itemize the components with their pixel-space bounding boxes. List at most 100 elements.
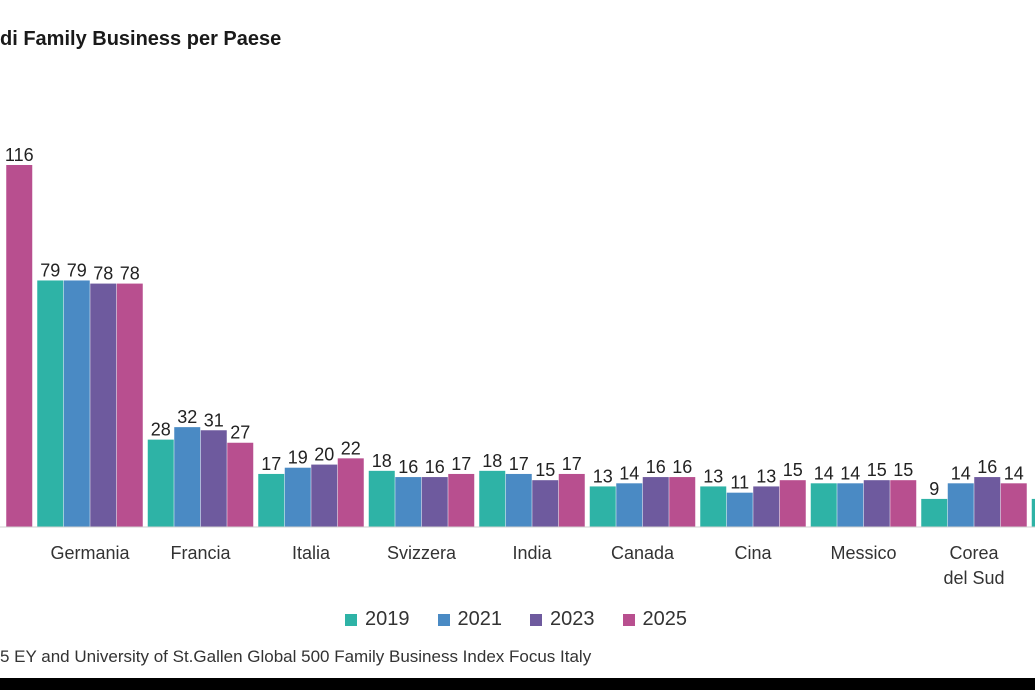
legend-label-2019: 2019 xyxy=(365,608,410,630)
data-label-2021-2: 32 xyxy=(177,407,197,427)
bar-2023-5 xyxy=(532,480,559,527)
bar-2021-5 xyxy=(505,473,532,527)
category-label-4-0: Svizzera xyxy=(387,543,457,563)
bar-2025-1 xyxy=(116,283,143,527)
bar-2025-0 xyxy=(6,165,33,527)
data-label-2019-8: 14 xyxy=(814,463,834,483)
data-label-2025-6: 16 xyxy=(672,457,692,477)
bar-2019-1 xyxy=(37,280,64,527)
bar-2019-7 xyxy=(700,486,727,527)
data-label-2025-4: 17 xyxy=(451,454,471,474)
data-label-2025-3: 22 xyxy=(341,438,361,458)
source-note: 5 EY and University of St.Gallen Global … xyxy=(0,647,592,666)
data-label-2023-3: 20 xyxy=(314,445,334,465)
category-label-8-0: Messico xyxy=(830,543,896,563)
category-label-3-0: Italia xyxy=(292,543,331,563)
data-label-2019-2: 28 xyxy=(151,420,171,440)
data-label-2023-7: 13 xyxy=(756,466,776,486)
legend-item-2021: 2021 xyxy=(437,608,503,631)
bar-2019-6 xyxy=(589,486,616,527)
bar-2019-5 xyxy=(479,470,506,527)
bar-2025-4 xyxy=(448,473,475,527)
bar-2021-8 xyxy=(837,483,864,527)
category-label-1-0: Germania xyxy=(50,543,130,563)
bar-2019-10 xyxy=(1031,498,1035,527)
bar-2023-6 xyxy=(642,477,669,527)
bar-2023-9 xyxy=(974,477,1001,527)
data-label-2021-4: 16 xyxy=(398,457,418,477)
category-label-6-0: Canada xyxy=(611,543,675,563)
legend-item-2023: 2023 xyxy=(530,608,595,631)
legend-swatch-2019 xyxy=(345,613,357,626)
bar-2023-7 xyxy=(753,486,780,527)
bar-2021-2 xyxy=(174,427,201,527)
data-label-2019-9: 9 xyxy=(929,479,939,499)
bar-2023-1 xyxy=(90,283,117,527)
bar-2021-4 xyxy=(395,477,422,527)
data-label-2025-7: 15 xyxy=(783,460,803,480)
legend-item-2019: 2019 xyxy=(345,608,410,631)
legend-swatch-2023 xyxy=(530,613,542,626)
data-label-2023-8: 15 xyxy=(867,460,887,480)
legend-label-2025: 2025 xyxy=(642,608,688,630)
bar-2021-3 xyxy=(284,467,311,527)
bar-2019-9 xyxy=(921,498,948,527)
data-label-2023-2: 31 xyxy=(204,410,224,430)
category-label-7-0: Cina xyxy=(734,543,772,563)
category-label-9-1: del Sud xyxy=(943,568,1004,588)
data-label-2025-9: 14 xyxy=(1004,463,1024,483)
bar-2025-8 xyxy=(890,480,917,527)
bar-2023-4 xyxy=(421,477,448,527)
data-label-2023-9: 16 xyxy=(977,457,997,477)
legend-swatch-2025 xyxy=(622,613,635,626)
data-label-2023-1: 78 xyxy=(93,264,113,284)
bar-2019-4 xyxy=(368,470,395,527)
data-label-2025-2: 27 xyxy=(230,423,250,443)
bar-2021-6 xyxy=(616,483,643,527)
data-label-2021-8: 14 xyxy=(840,463,860,483)
legend-label-2023: 2023 xyxy=(550,608,595,630)
bar-2021-1 xyxy=(63,280,90,527)
data-label-2019-3: 17 xyxy=(261,454,281,474)
data-label-2021-5: 17 xyxy=(509,454,529,474)
bar-2023-8 xyxy=(863,480,890,527)
data-label-2025-5: 17 xyxy=(562,454,582,474)
category-label-9-0: Corea xyxy=(949,543,999,563)
chart-title: di Family Business per Paese xyxy=(0,28,282,50)
data-label-2021-7: 11 xyxy=(730,473,749,493)
data-label-2019-4: 18 xyxy=(372,451,392,471)
bar-2023-2 xyxy=(200,430,227,527)
data-label-2019-7: 13 xyxy=(703,466,723,486)
data-label-2025-8: 15 xyxy=(893,460,913,480)
category-label-5-0: India xyxy=(512,543,552,563)
bar-2019-3 xyxy=(258,473,285,527)
data-label-2021-3: 19 xyxy=(288,448,308,468)
legend-label-2021: 2021 xyxy=(457,608,503,630)
data-label-2019-5: 18 xyxy=(482,451,502,471)
bar-2025-7 xyxy=(779,480,806,527)
data-label-2023-5: 15 xyxy=(535,460,555,480)
data-label-2023-6: 16 xyxy=(646,457,666,477)
bar-2021-7 xyxy=(726,492,753,527)
data-label-2021-6: 14 xyxy=(619,463,639,483)
legend-item-2025: 2025 xyxy=(622,608,688,631)
data-label-2025-0: 116 xyxy=(5,145,34,165)
legend-swatch-2021 xyxy=(437,613,450,626)
bar-2021-9 xyxy=(947,483,974,527)
bar-2025-5 xyxy=(558,473,585,527)
legend: 2019 2021 2023 2025 xyxy=(345,608,687,631)
bar-2019-8 xyxy=(810,483,837,527)
bar-chart: 116 79 79 78 78 28 32 31 27 17 19 20 22 18 16 16 17 18 17 1… xyxy=(0,145,1035,588)
data-label-2021-9: 14 xyxy=(951,463,971,483)
data-label-2019-6: 13 xyxy=(593,466,613,486)
bar-2025-2 xyxy=(227,442,254,527)
data-label-2021-1: 79 xyxy=(67,260,87,280)
bar-2025-9 xyxy=(1000,483,1027,527)
data-label-2023-4: 16 xyxy=(425,457,445,477)
data-label-2019-1: 79 xyxy=(40,260,60,280)
bar-2019-2 xyxy=(147,439,174,527)
bottom-bar xyxy=(0,678,1035,690)
bar-2023-3 xyxy=(311,464,338,527)
bar-2025-6 xyxy=(669,477,696,527)
category-label-2-0: Francia xyxy=(170,543,231,563)
